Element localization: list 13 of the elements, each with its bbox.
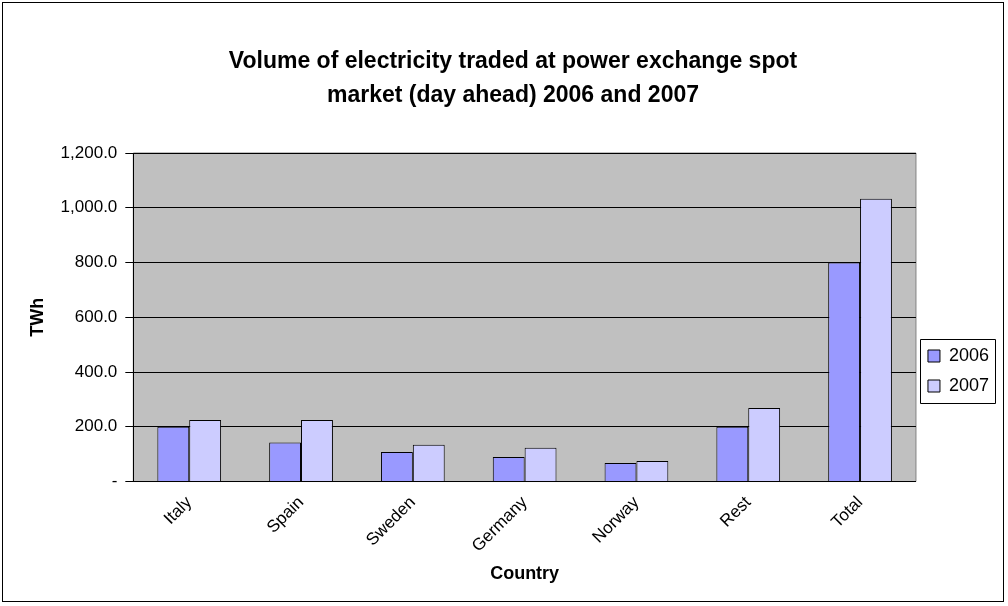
y-tick-label: 1,000.0 bbox=[60, 197, 118, 217]
y-tick-label: 800.0 bbox=[74, 252, 118, 272]
x-axis-title: Country bbox=[490, 563, 560, 584]
y-tick-label: 1,200.0 bbox=[60, 142, 118, 162]
chart-title: Volume of electricity traded at power exchange spot market (day ahead) 2006 and 2007 bbox=[227, 46, 799, 109]
legend-label: 2006 bbox=[948, 344, 989, 365]
y-tick-label: 600.0 bbox=[74, 306, 118, 326]
legend-label: 2007 bbox=[948, 374, 989, 395]
y-tick-label: 200.0 bbox=[74, 416, 118, 436]
x-tick-label: Italy bbox=[159, 492, 196, 528]
y-axis-title: TWh bbox=[26, 297, 47, 337]
y-tick-label: - bbox=[111, 471, 118, 491]
y-tick-label: 400.0 bbox=[74, 361, 118, 381]
